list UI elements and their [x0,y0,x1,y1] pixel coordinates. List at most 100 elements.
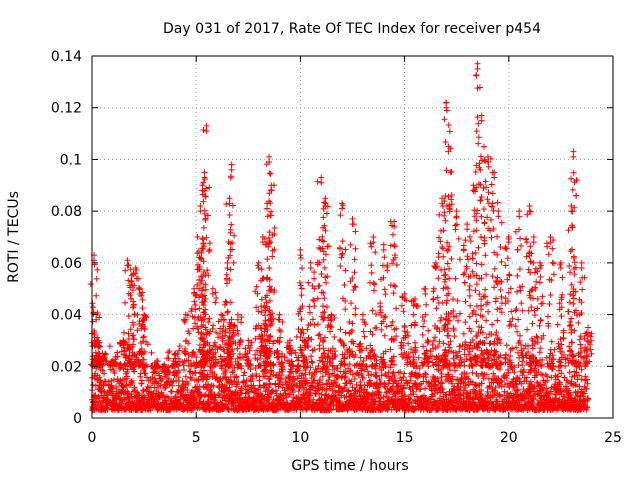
data-point [138,377,145,384]
data-point [489,273,496,280]
data-point [335,384,342,391]
data-point [432,334,439,341]
data-point [276,311,283,318]
data-point [371,287,378,294]
data-point [141,393,148,400]
data-point [464,221,471,228]
data-point [326,374,333,381]
data-point [328,311,335,318]
data-point [106,343,113,350]
data-point [310,296,317,303]
data-point [325,377,332,384]
data-point [351,283,358,290]
data-point [211,391,218,398]
data-point [229,368,236,375]
data-point [346,361,353,368]
data-point [124,366,131,373]
data-point [387,361,394,368]
data-point [334,365,341,372]
data-point [328,407,335,414]
data-point [269,253,276,260]
data-point [321,199,328,206]
data-point [433,305,440,312]
data-point [324,243,331,250]
data-point [573,381,580,388]
data-point [420,343,427,350]
data-point [99,367,106,374]
data-point [322,195,329,202]
data-point [307,265,314,272]
data-point [341,374,348,381]
data-point [306,303,313,310]
data-point [186,368,193,375]
data-point [358,385,365,392]
data-point [441,212,448,219]
data-point [240,378,247,385]
data-point [122,267,129,274]
data-point [298,316,305,323]
data-point [469,369,476,376]
data-point [364,368,371,375]
data-point [372,249,379,256]
data-point [205,272,212,279]
data-point [400,385,407,392]
data-point [266,265,273,272]
data-point [368,371,375,378]
data-point [370,280,377,287]
data-point [136,286,143,293]
data-point [410,311,417,318]
data-point [422,290,429,297]
data-point [230,259,237,266]
data-point [156,372,163,379]
data-point [473,72,480,79]
data-point [464,256,471,263]
data-point [436,338,443,345]
data-point [482,286,489,293]
data-point [357,354,364,361]
data-point [475,140,482,147]
data-point [318,289,325,296]
data-point [491,341,498,348]
data-point [323,279,330,286]
data-point [222,374,229,381]
data-point [444,260,451,267]
data-point [460,330,467,337]
data-point [325,366,332,373]
data-point [483,317,490,324]
data-point [262,373,269,380]
data-point [466,286,473,293]
data-point [315,390,322,397]
data-point [272,380,279,387]
data-point [264,256,271,263]
data-point [349,371,356,378]
data-point [463,370,470,377]
data-point [339,238,346,245]
data-point [360,328,367,335]
data-point [381,254,388,261]
data-point [544,373,551,380]
data-point [353,362,360,369]
data-point [349,320,356,327]
data-point [361,333,368,340]
data-point [425,338,432,345]
data-point [200,126,207,133]
data-point [200,224,207,231]
data-point [477,153,484,160]
data-point [192,370,199,377]
data-point [202,286,209,293]
data-point [475,120,482,127]
data-point [205,248,212,255]
data-point [321,264,328,271]
data-point [263,370,270,377]
data-point [477,181,484,188]
data-point [304,380,311,387]
data-point [440,340,447,347]
data-point [308,358,315,365]
data-point [268,212,275,219]
data-point [488,181,495,188]
data-point [196,404,203,411]
data-point [441,272,448,279]
data-point [206,240,213,247]
data-point [115,386,122,393]
data-point [451,333,458,340]
